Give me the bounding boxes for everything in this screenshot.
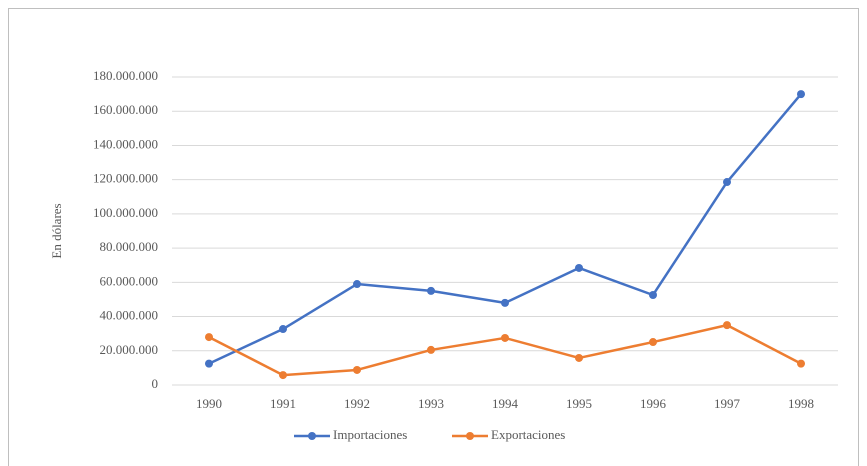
data-point [501,298,509,307]
data-point [427,345,435,354]
y-tick-label: 60.000.000 [100,273,159,288]
x-tick-label: 1991 [270,396,296,411]
data-point [575,263,583,272]
y-tick-label: 100.000.000 [93,205,158,220]
x-tick-label: 1997 [714,396,741,411]
data-point [427,286,435,295]
data-point [649,338,657,347]
y-axis-label: En dólares [49,203,64,258]
x-tick-label: 1998 [788,396,814,411]
x-tick-label: 1993 [418,396,444,411]
data-point [723,321,731,330]
data-point [649,290,657,299]
y-tick-label: 80.000.000 [100,239,159,254]
y-tick-label: 20.000.000 [100,342,159,357]
x-tick-label: 1994 [492,396,519,411]
x-tick-label: 1996 [640,396,667,411]
data-point [205,333,213,342]
y-tick-label: 180.000.000 [93,68,158,83]
data-point [501,333,509,342]
y-tick-label: 0 [152,376,159,391]
y-tick-label: 120.000.000 [93,171,158,186]
y-tick-label: 160.000.000 [93,102,158,117]
y-tick-label: 40.000.000 [100,308,159,323]
legend-marker [466,432,474,440]
legend-label: Exportaciones [491,427,565,442]
legend-label: Importaciones [333,427,407,442]
y-tick-label: 140.000.000 [93,136,158,151]
x-tick-label: 1992 [344,396,370,411]
data-point [797,359,805,368]
data-point [797,90,805,99]
x-tick-label: 1990 [196,396,222,411]
data-point [723,178,731,187]
data-point [279,371,287,380]
data-point [205,359,213,368]
legend-marker [308,432,316,440]
data-point [279,325,287,334]
data-point [575,353,583,362]
chart-frame [8,8,859,466]
data-point [353,280,361,289]
data-point [353,365,361,374]
x-tick-label: 1995 [566,396,592,411]
